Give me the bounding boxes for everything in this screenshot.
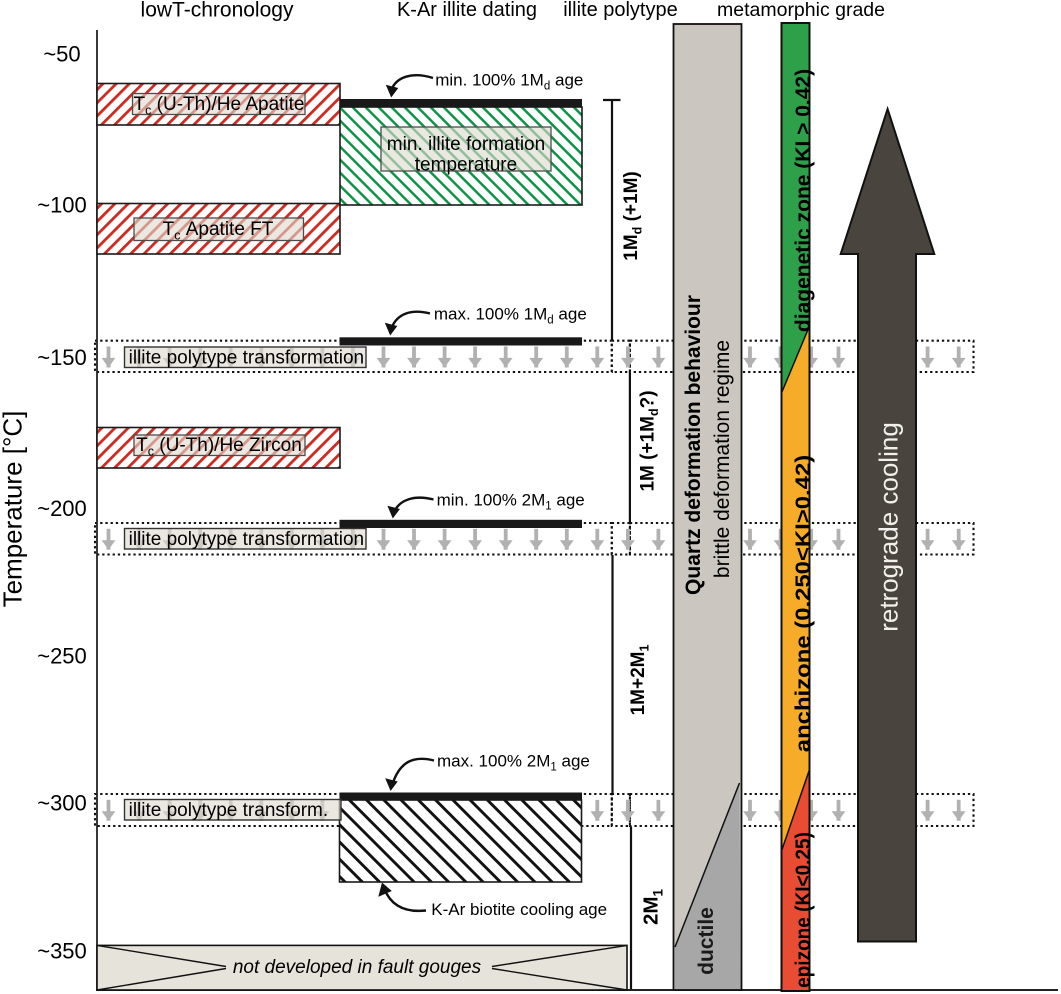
svg-text:~300: ~300 [37, 791, 87, 816]
svg-text:ductile: ductile [695, 907, 718, 975]
svg-text:1M (+1Md?): 1M (+1Md?) [638, 390, 662, 491]
svg-text:Tc Apatite FT: Tc Apatite FT [163, 219, 274, 243]
svg-text:brittle deformation regime: brittle deformation regime [711, 340, 734, 578]
svg-text:anchizone (0.250<KI>0.42): anchizone (0.250<KI>0.42) [791, 455, 814, 752]
svg-text:~150: ~150 [37, 345, 87, 370]
svg-text:illite polytype transform.: illite polytype transform. [129, 800, 329, 821]
svg-text:2M1: 2M1 [640, 889, 666, 925]
svg-text:~250: ~250 [37, 644, 87, 669]
svg-text:max. 100% 2M1 age: max. 100% 2M1 age [437, 752, 590, 774]
svg-text:K-Ar illite dating: K-Ar illite dating [397, 0, 537, 21]
svg-text:epizone (KI<0.25): epizone (KI<0.25) [792, 832, 815, 988]
svg-text:not developed in fault gouges: not developed in fault gouges [233, 957, 482, 978]
svg-text:temperature: temperature [415, 155, 517, 176]
svg-text:Tc (U-Th)/He Apatite: Tc (U-Th)/He Apatite [134, 94, 305, 118]
svg-text:lowT-chronology: lowT-chronology [141, 0, 294, 22]
svg-text:max. 100% 1Md age: max. 100% 1Md age [434, 305, 587, 327]
svg-text:~350: ~350 [37, 939, 87, 964]
svg-text:illite polytype transformation: illite polytype transformation [129, 348, 365, 369]
svg-text:Temperature [°C]: Temperature [°C] [0, 411, 28, 608]
svg-text:min. 100% 1Md age: min. 100% 1Md age [435, 71, 583, 93]
svg-text:K-Ar biotite cooling age: K-Ar biotite cooling age [431, 900, 607, 919]
svg-text:illite polytype: illite polytype [563, 0, 678, 21]
svg-text:~50: ~50 [43, 42, 80, 67]
svg-text:~200: ~200 [37, 496, 87, 521]
svg-text:1M+2M1: 1M+2M1 [628, 645, 652, 716]
svg-text:Quartz deformation behaviour: Quartz deformation behaviour [682, 295, 705, 595]
svg-text:min. 100% 2M1 age: min. 100% 2M1 age [437, 491, 585, 513]
svg-text:retrograde cooling: retrograde cooling [874, 422, 904, 632]
svg-text:~100: ~100 [37, 193, 87, 218]
svg-text:diagenetic zone (KI > 0.42): diagenetic zone (KI > 0.42) [792, 69, 815, 332]
svg-text:metamorphic grade: metamorphic grade [717, 0, 885, 21]
svg-text:Tc (U-Th)/He Zircon: Tc (U-Th)/He Zircon [136, 435, 302, 459]
svg-text:min. illite formation: min. illite formation [387, 134, 545, 155]
svg-text:1Md (+1M): 1Md (+1M) [621, 171, 645, 260]
svg-text:illite polytype transformation: illite polytype transformation [129, 529, 365, 550]
